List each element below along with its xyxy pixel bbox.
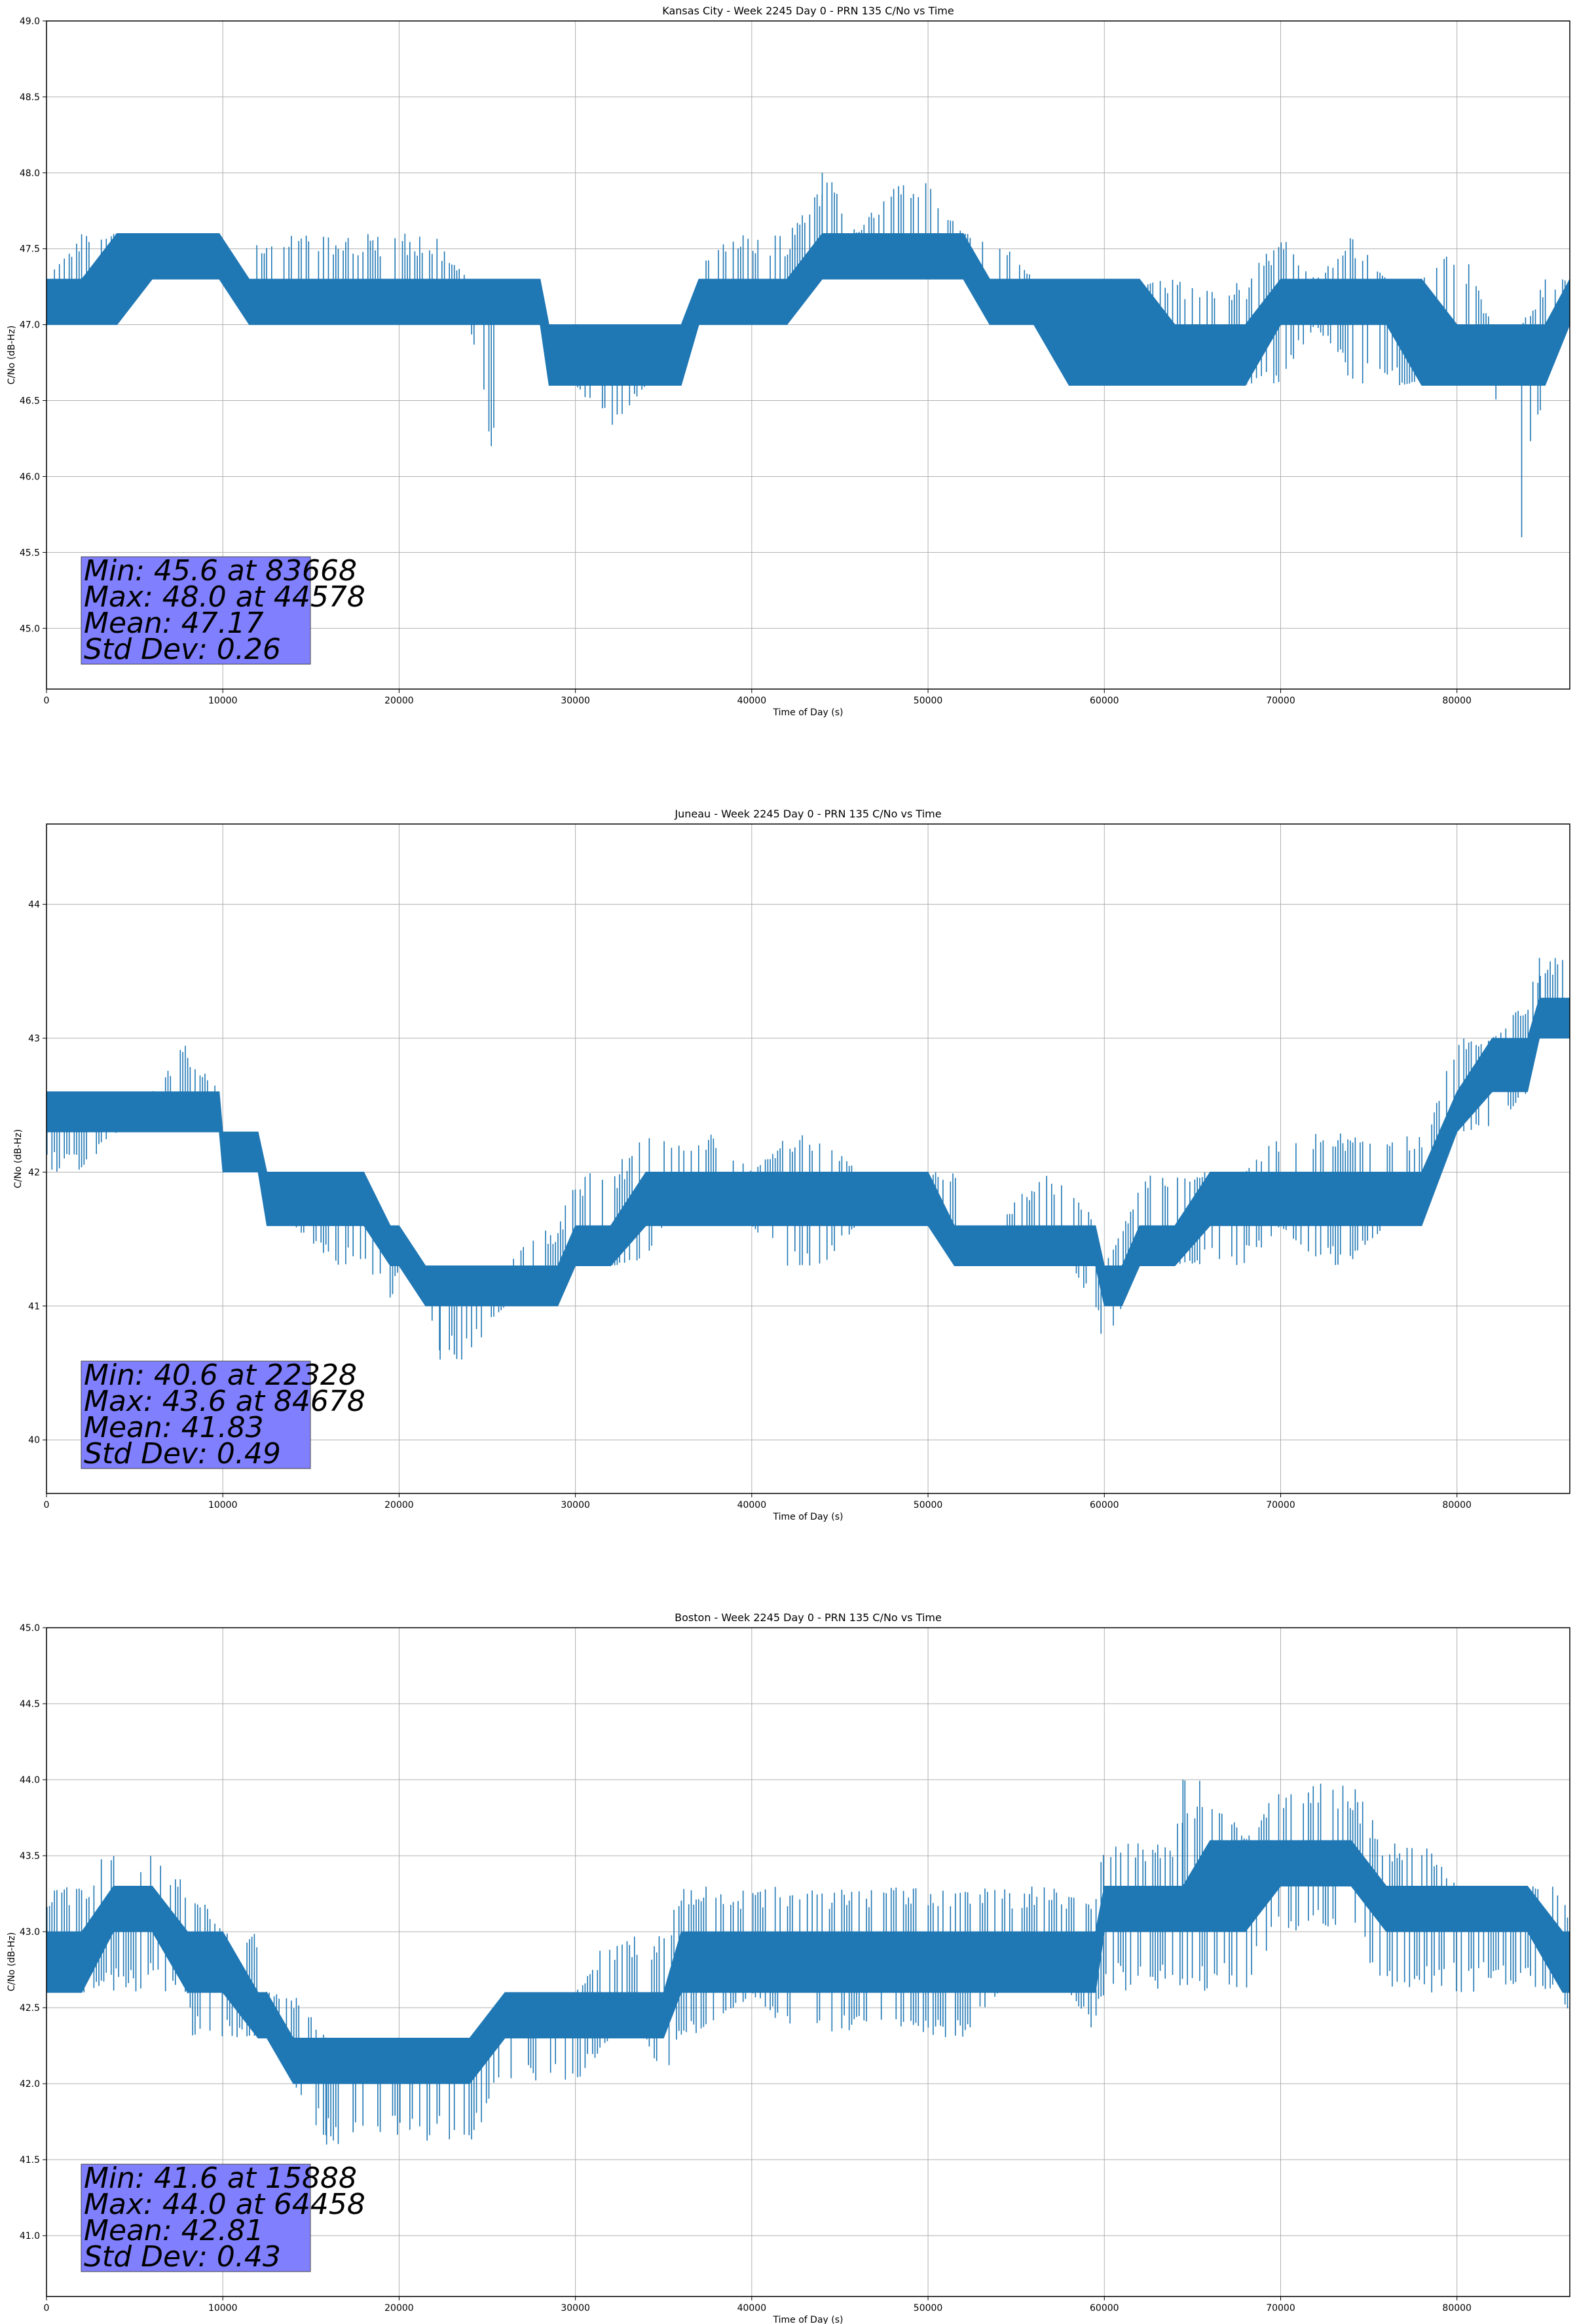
stats-std-dev: Std Dev: 0.43 <box>84 2240 281 2274</box>
stats-min: Min: 45.6 at 83668 <box>84 554 357 588</box>
x-tick-label: 40000 <box>737 2303 767 2314</box>
series-spikes <box>46 958 1563 1360</box>
x-tick-label: 20000 <box>384 2303 414 2314</box>
x-tick-label: 80000 <box>1442 1500 1472 1510</box>
plot-frame <box>46 20 1570 690</box>
x-tick-label: 0 <box>44 1500 50 1510</box>
x-tick-label: 70000 <box>1266 1500 1295 1510</box>
series-spike-lines <box>54 172 1566 538</box>
y-tick-label: 40 <box>28 1435 40 1446</box>
subplot-boston: 0 10000 20000 30000 40000 50000 60000 70000 8000… <box>7 1611 1570 2324</box>
x-tick-label: 30000 <box>561 2303 590 2314</box>
x-tick-label: 70000 <box>1266 2303 1295 2314</box>
x-tick-label: 60000 <box>1090 1500 1119 1510</box>
stats-mean: Mean: 42.81 <box>84 2214 264 2247</box>
x-tick-label: 10000 <box>208 1500 238 1510</box>
axis-ticks: 0 10000 20000 30000 40000 50000 60000 70000 8000… <box>20 16 1472 706</box>
y-tick-label: 43.0 <box>20 1927 40 1938</box>
x-axis-label: Time of Day (s) <box>773 2315 844 2324</box>
y-tick-label: 49.0 <box>20 16 40 27</box>
stats-max: Max: 43.6 at 84678 <box>84 1385 365 1418</box>
series-spike-lines <box>46 1780 1568 2145</box>
y-tick-label: 46.5 <box>20 396 40 407</box>
x-tick-label: 0 <box>44 696 50 706</box>
stats-box: Min: 45.6 at 83668 Max: 48.0 at 44578 Me… <box>81 554 365 666</box>
y-tick-label: 41 <box>28 1302 40 1312</box>
y-tick-label: 43 <box>28 1034 40 1044</box>
x-tick-label: 20000 <box>384 696 414 706</box>
stats-std-dev: Std Dev: 0.49 <box>84 1437 281 1471</box>
grid <box>46 824 1570 1493</box>
y-tick-label: 41.0 <box>20 2231 40 2241</box>
y-axis-label: C/No (dB-Hz) <box>7 1932 17 1991</box>
stats-box: Min: 41.6 at 15888 Max: 44.0 at 64458 Me… <box>81 2162 365 2274</box>
stats-min: Min: 41.6 at 15888 <box>84 2162 357 2195</box>
subplot-juneau: 0 10000 20000 30000 40000 50000 60000 70000 8000… <box>13 808 1570 1522</box>
x-tick-label: 0 <box>44 2303 50 2314</box>
y-tick-label: 45.0 <box>20 624 40 634</box>
y-tick-label: 45.0 <box>20 1623 40 1634</box>
y-tick-label: 42.0 <box>20 2079 40 2090</box>
x-tick-label: 60000 <box>1090 696 1119 706</box>
plot-frame <box>46 1627 1570 2297</box>
x-tick-label: 40000 <box>737 1500 767 1510</box>
x-tick-label: 50000 <box>914 1500 943 1510</box>
x-tick-label: 50000 <box>914 2303 943 2314</box>
stats-mean: Mean: 47.17 <box>84 607 264 640</box>
y-tick-label: 44.0 <box>20 1775 40 1786</box>
y-axis-label: C/No (dB-Hz) <box>7 326 17 384</box>
axis-ticks: 0 10000 20000 30000 40000 50000 60000 70000 8000… <box>20 1623 1472 2314</box>
chart-title: Kansas City - Week 2245 Day 0 - PRN 135 … <box>662 5 954 17</box>
x-tick-label: 70000 <box>1266 696 1295 706</box>
y-tick-label: 46.0 <box>20 472 40 482</box>
axis-ticks: 0 10000 20000 30000 40000 50000 60000 70000 8000… <box>28 900 1472 1510</box>
x-tick-label: 50000 <box>914 696 943 706</box>
x-axis-label: Time of Day (s) <box>773 1512 844 1522</box>
x-tick-label: 10000 <box>208 696 238 706</box>
y-tick-label: 43.5 <box>20 1851 40 1862</box>
x-tick-label: 80000 <box>1442 2303 1472 2314</box>
y-tick-label: 48.0 <box>20 168 40 179</box>
x-tick-label: 60000 <box>1090 2303 1119 2314</box>
x-tick-label: 10000 <box>208 2303 238 2314</box>
x-axis-label: Time of Day (s) <box>773 707 844 718</box>
series-spikes <box>54 172 1566 538</box>
x-tick-label: 30000 <box>561 696 590 706</box>
y-tick-label: 41.5 <box>20 2155 40 2165</box>
x-tick-label: 40000 <box>737 696 767 706</box>
y-tick-label: 48.5 <box>20 92 40 103</box>
stats-std-dev: Std Dev: 0.26 <box>84 633 281 666</box>
stats-max: Max: 44.0 at 64458 <box>84 2188 365 2221</box>
subplot-kansas-city: 0 10000 20000 30000 40000 50000 60000 70000 8000… <box>7 5 1570 718</box>
series-spike-lines <box>46 958 1563 1360</box>
stats-mean: Mean: 41.83 <box>84 1411 264 1444</box>
series-spikes <box>46 1780 1568 2145</box>
y-tick-label: 42 <box>28 1167 40 1178</box>
stats-max: Max: 48.0 at 44578 <box>84 580 365 614</box>
y-tick-label: 42.5 <box>20 2003 40 2014</box>
chart-title: Juneau - Week 2245 Day 0 - PRN 135 C/No … <box>674 808 941 820</box>
y-tick-label: 45.5 <box>20 548 40 558</box>
y-tick-label: 44.5 <box>20 1699 40 1710</box>
stats-box: Min: 40.6 at 22328 Max: 43.6 at 84678 Me… <box>81 1359 365 1471</box>
y-axis-label: C/No (dB-Hz) <box>13 1129 24 1188</box>
y-tick-label: 47.0 <box>20 320 40 331</box>
chart-title: Boston - Week 2245 Day 0 - PRN 135 C/No … <box>675 1611 942 1624</box>
plot-frame <box>46 823 1570 1494</box>
x-tick-label: 20000 <box>384 1500 414 1510</box>
stats-min: Min: 40.6 at 22328 <box>84 1359 357 1392</box>
x-tick-label: 80000 <box>1442 696 1472 706</box>
y-tick-label: 44 <box>28 900 40 910</box>
y-tick-label: 47.5 <box>20 244 40 255</box>
x-tick-label: 30000 <box>561 1500 590 1510</box>
